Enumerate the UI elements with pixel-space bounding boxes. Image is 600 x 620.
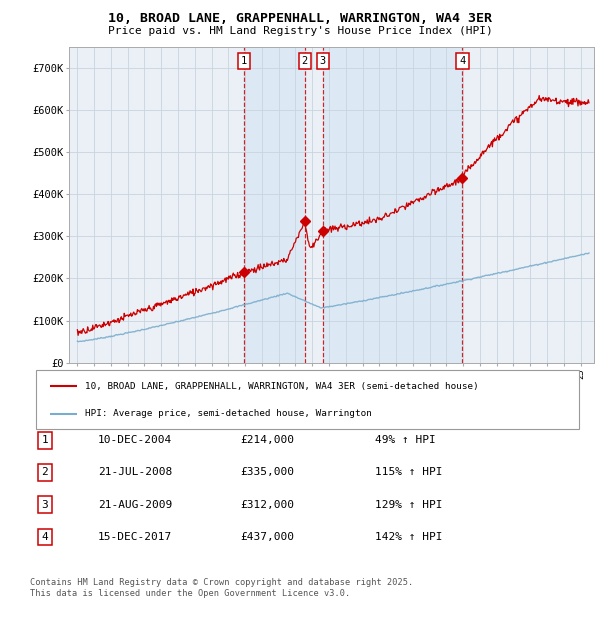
Text: HPI: Average price, semi-detached house, Warrington: HPI: Average price, semi-detached house,… (85, 409, 372, 418)
Bar (323, 46, 463, 363)
Text: £437,000: £437,000 (240, 532, 294, 542)
Text: 49% ↑ HPI: 49% ↑ HPI (375, 435, 436, 445)
Text: 21-AUG-2009: 21-AUG-2009 (98, 500, 172, 510)
Text: This data is licensed under the Open Government Licence v3.0.: This data is licensed under the Open Gov… (30, 589, 350, 598)
Text: £214,000: £214,000 (240, 435, 294, 445)
Text: £312,000: £312,000 (240, 500, 294, 510)
Text: 10-DEC-2004: 10-DEC-2004 (98, 435, 172, 445)
Text: 2: 2 (302, 56, 308, 66)
Text: 4: 4 (460, 56, 466, 66)
Text: 3: 3 (320, 56, 326, 66)
Text: 1: 1 (241, 56, 247, 66)
Text: Price paid vs. HM Land Registry's House Price Index (HPI): Price paid vs. HM Land Registry's House … (107, 26, 493, 36)
Text: 10, BROAD LANE, GRAPPENHALL, WARRINGTON, WA4 3ER (semi-detached house): 10, BROAD LANE, GRAPPENHALL, WARRINGTON,… (85, 382, 479, 391)
Text: 15-DEC-2017: 15-DEC-2017 (98, 532, 172, 542)
Text: 142% ↑ HPI: 142% ↑ HPI (375, 532, 443, 542)
Text: 115% ↑ HPI: 115% ↑ HPI (375, 467, 443, 477)
Text: 129% ↑ HPI: 129% ↑ HPI (375, 500, 443, 510)
Text: 3: 3 (41, 500, 49, 510)
Text: £335,000: £335,000 (240, 467, 294, 477)
Text: 10, BROAD LANE, GRAPPENHALL, WARRINGTON, WA4 3ER: 10, BROAD LANE, GRAPPENHALL, WARRINGTON,… (108, 12, 492, 25)
Text: 2: 2 (41, 467, 49, 477)
Text: Contains HM Land Registry data © Crown copyright and database right 2025.: Contains HM Land Registry data © Crown c… (30, 578, 413, 587)
Bar (244, 46, 305, 363)
Text: 1: 1 (41, 435, 49, 445)
Text: 21-JUL-2008: 21-JUL-2008 (98, 467, 172, 477)
Text: 4: 4 (41, 532, 49, 542)
FancyBboxPatch shape (36, 370, 579, 429)
